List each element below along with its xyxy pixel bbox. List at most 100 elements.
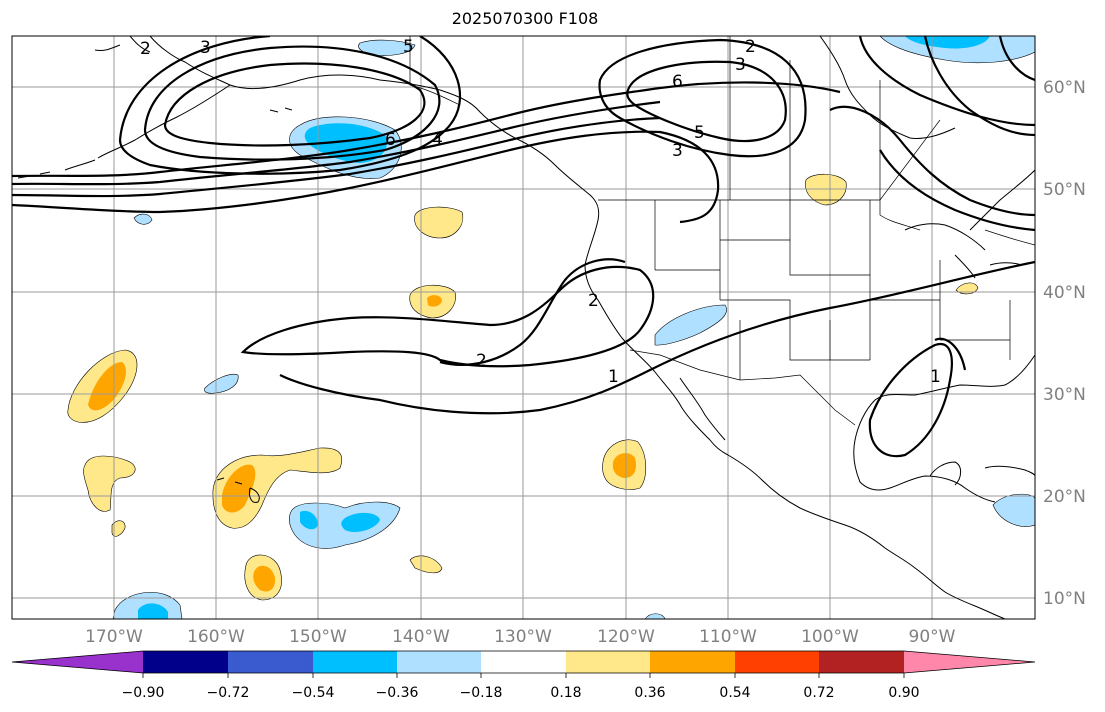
colorbar-tick-label: −0.72 [207, 685, 250, 701]
colorbar-tick-label: 0.36 [634, 685, 665, 701]
contour-pacific-2 [240, 265, 655, 368]
colorbar-tick-label: −0.18 [460, 685, 503, 701]
lon-label: 90°W [909, 627, 956, 647]
lat-label: 30°N [1043, 385, 1086, 405]
lon-label: 120°W [597, 627, 655, 647]
contour-label: 1 [930, 367, 941, 387]
pos-anomaly-midwest [955, 282, 979, 295]
contour-pacific-1-left [279, 374, 381, 402]
colorbar-tick-label: −0.90 [122, 685, 165, 701]
map-frame [11, 35, 1036, 620]
central-america [884, 547, 1006, 619]
contour-label: 2 [476, 351, 487, 371]
pos-anomaly-west [83, 455, 136, 512]
colorbar-tick-label: 0.18 [550, 685, 581, 701]
pos-anomaly-mexico-pac-core [612, 453, 636, 478]
contour-northern-ring-2 [12, 100, 661, 186]
contour-label: 6 [672, 72, 683, 92]
neg-anomaly-south [644, 613, 666, 619]
contour-aleutian-low-2 [143, 45, 441, 161]
pos-anomaly-south-hi-core [253, 565, 276, 592]
contour-label: 4 [432, 130, 443, 150]
contour-pacific-1 [379, 260, 1035, 415]
lat-label: 10°N [1043, 589, 1086, 609]
colorbar-segment [481, 651, 566, 673]
contour-northern-ring-3 [12, 116, 661, 198]
pos-anomaly-northwest-core [88, 362, 126, 411]
cuba [984, 465, 1035, 477]
contour-pacific-2-inner [439, 258, 626, 366]
contour-canada-low-2 [598, 38, 807, 158]
canada-provinces [729, 36, 941, 201]
colorbar-under-triangle [12, 651, 143, 673]
colorbar-segment [735, 651, 819, 673]
contour-east-trough [829, 105, 1035, 217]
lat-labels: 60°N 50°N 40°N 30°N 20°N 10°N [1043, 78, 1086, 609]
contour-label: 2 [588, 291, 599, 311]
yucatan [929, 461, 962, 486]
colorbar-tick-label: 0.90 [888, 685, 919, 701]
lon-label: 110°W [699, 627, 757, 647]
contours [12, 36, 1035, 458]
gulf-coast [853, 354, 1035, 503]
colorbar-segment [228, 651, 313, 673]
contour-northern-ring-outer [12, 81, 841, 178]
us-canada-border [598, 199, 1035, 246]
neg-anomaly-small-1 [204, 373, 239, 394]
contour-east-trough-2 [879, 149, 1035, 232]
baja-california [654, 371, 729, 456]
lat-label: 50°N [1043, 180, 1086, 200]
contour-label: 3 [672, 141, 683, 161]
contour-label: 1 [608, 367, 619, 387]
colorbar-tick-label: 0.72 [803, 685, 834, 701]
pos-anomaly-canada [805, 173, 847, 206]
mexico-west-coast [727, 454, 886, 549]
contour-east-ridge [923, 36, 1035, 137]
neg-anomaly-baja [654, 304, 727, 346]
anomaly-shading [67, 36, 1035, 619]
map-title: 2025070300 F108 [451, 9, 599, 28]
hawaii-islands [216, 477, 260, 503]
pos-anomaly-north-pac [414, 206, 464, 239]
graticule [12, 36, 1035, 619]
neg-anomaly-hawaii-east-core2 [341, 512, 380, 532]
colorbar-segment [397, 651, 481, 673]
us-state-lines [654, 200, 1011, 380]
coastlines [17, 36, 1035, 619]
colorbar-tick-label: −0.54 [292, 685, 335, 701]
contour-aleutian-low-3 [118, 36, 462, 175]
alaska-peninsula [97, 84, 231, 159]
neg-anomaly-caribbean [992, 493, 1035, 527]
colorbar-segment [819, 651, 904, 673]
colorbar-tick-label: −0.36 [376, 685, 419, 701]
alaska-north [94, 36, 151, 53]
contour-label: 5 [694, 123, 705, 143]
contour-canada-low-1 [626, 60, 787, 142]
contour-labels: 2 3 5 6 4 2 3 6 5 3 2 1 1 2 [140, 37, 941, 387]
contour-gulf-low-arc [934, 337, 967, 371]
pos-anomaly-hawaii-core [222, 464, 256, 513]
contour-label: 3 [200, 38, 211, 58]
neg-anomaly-hawaii-east-core1 [300, 510, 318, 530]
lon-label: 150°W [289, 627, 347, 647]
contour-label: 6 [385, 130, 396, 150]
colorbar-segment [650, 651, 735, 673]
lon-label: 160°W [187, 627, 245, 647]
us-mexico-border [629, 349, 856, 426]
canada-east [969, 169, 1035, 231]
islands-alaska-south [269, 107, 293, 113]
colorbar-segment [566, 651, 650, 673]
pos-anomaly-small-s [409, 555, 443, 574]
contour-label: 5 [403, 37, 414, 57]
lat-label: 40°N [1043, 283, 1086, 303]
contour-east-ridge-2 [858, 36, 1035, 127]
lon-label: 100°W [801, 627, 859, 647]
lon-label: 170°W [85, 627, 143, 647]
neg-anomaly-north [358, 39, 416, 56]
lat-label: 20°N [1043, 487, 1086, 507]
contour-label: 3 [735, 55, 746, 75]
lon-label: 130°W [494, 627, 552, 647]
contour-label: 2 [140, 39, 151, 59]
pos-anomaly-mid-pac-core [427, 295, 442, 307]
